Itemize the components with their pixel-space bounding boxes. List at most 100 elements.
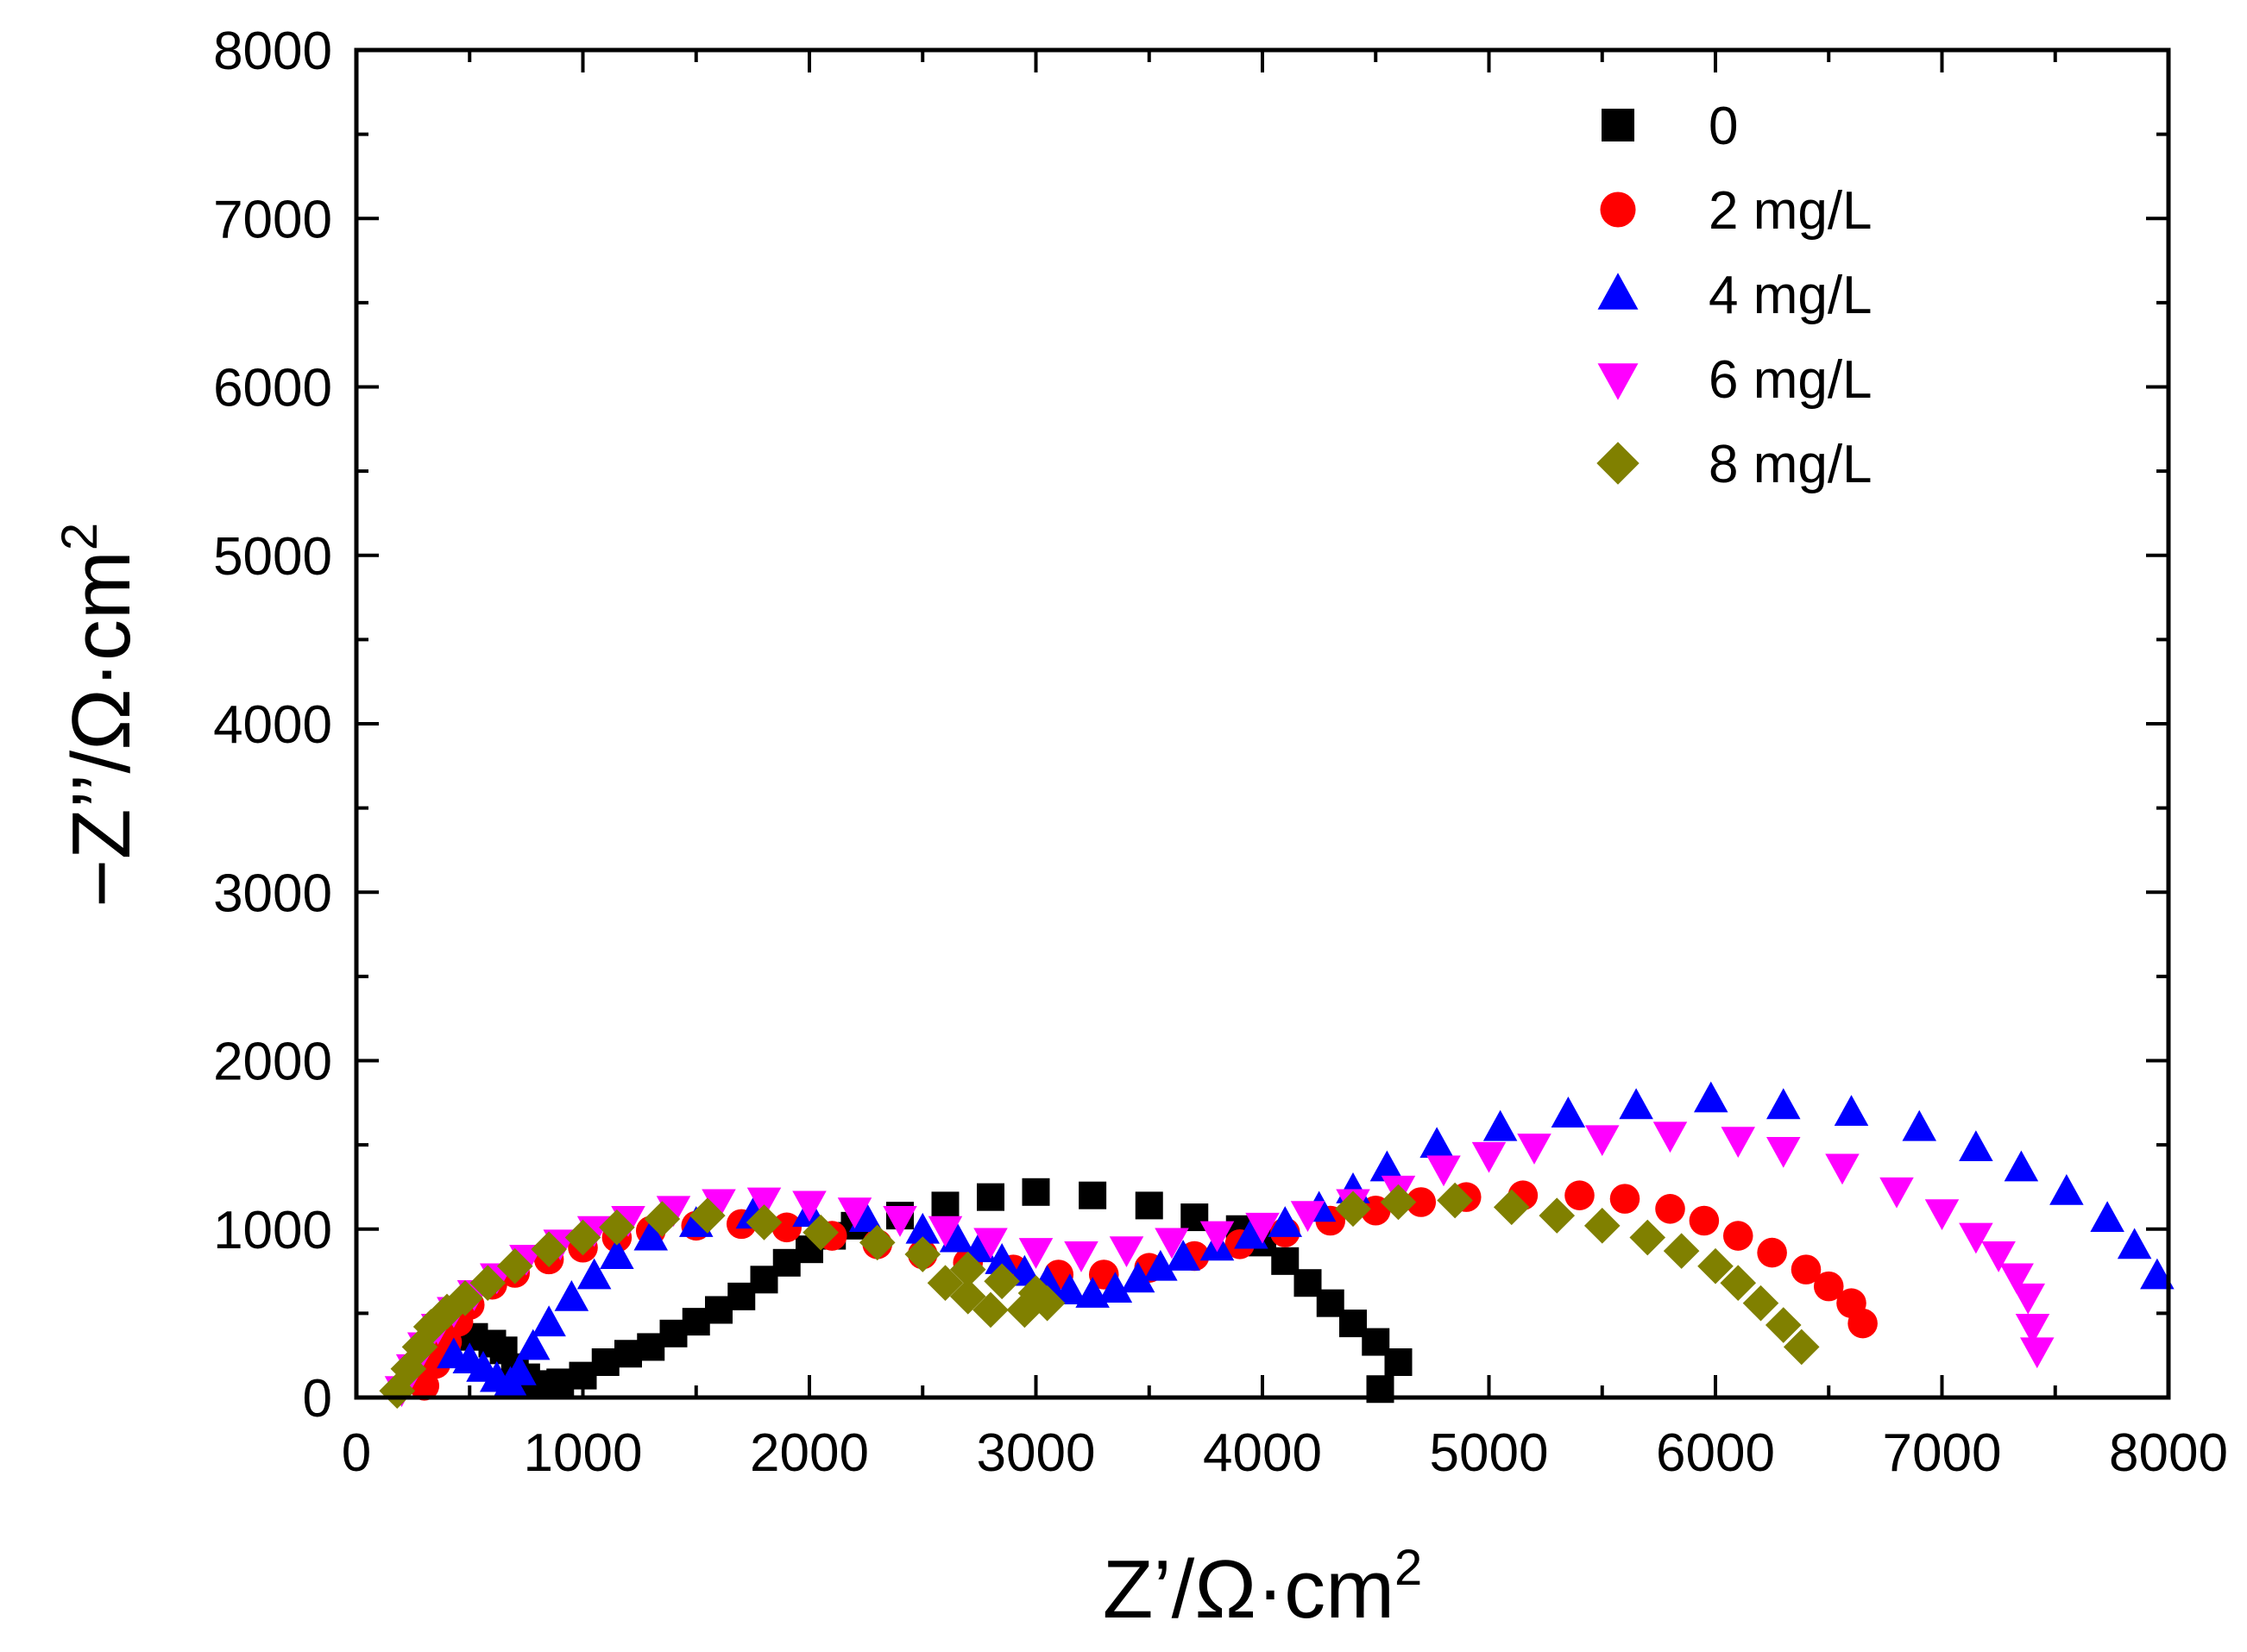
data-point xyxy=(1120,1261,1155,1293)
data-point xyxy=(702,1189,736,1221)
data-point xyxy=(1135,1191,1163,1220)
y-tick-label: 4000 xyxy=(213,695,332,755)
legend-label: 6 mg/L xyxy=(1709,350,1872,410)
y-tick-label: 1000 xyxy=(213,1201,332,1260)
legend-marker xyxy=(1597,273,1639,310)
data-point xyxy=(792,1190,827,1222)
x-tick-label: 0 xyxy=(342,1423,371,1483)
legend-label: 2 mg/L xyxy=(1709,181,1872,241)
data-point xyxy=(746,1187,782,1219)
data-point xyxy=(515,1329,551,1360)
data-point xyxy=(2049,1173,2084,1205)
x-tick-label: 6000 xyxy=(1656,1423,1775,1483)
data-point xyxy=(1619,1088,1653,1120)
data-point xyxy=(1064,1241,1098,1272)
data-markers xyxy=(379,1081,2175,1409)
data-point xyxy=(1437,1182,1473,1219)
data-point xyxy=(859,1224,896,1261)
data-point xyxy=(1384,1347,1413,1376)
data-point xyxy=(1471,1141,1507,1173)
data-point xyxy=(1847,1308,1878,1339)
data-point xyxy=(1539,1197,1576,1234)
y-tick-label: 7000 xyxy=(213,190,332,249)
data-point xyxy=(1426,1155,1461,1187)
data-point xyxy=(1290,1201,1325,1232)
data-point xyxy=(554,1280,589,1311)
data-point xyxy=(1022,1178,1050,1206)
y-tick-label: 8000 xyxy=(213,22,332,81)
axis-ticks xyxy=(355,48,2170,1399)
data-point xyxy=(600,1238,634,1269)
data-point xyxy=(949,1251,986,1288)
data-point xyxy=(1098,1272,1133,1303)
x-tick-label: 5000 xyxy=(1430,1423,1549,1483)
data-point xyxy=(1380,1184,1417,1221)
data-point xyxy=(656,1196,691,1228)
x-axis-title-text: Z’/Ω·cm xyxy=(1103,1543,1394,1636)
data-point xyxy=(1245,1212,1280,1244)
data-point xyxy=(1813,1271,1844,1302)
data-point xyxy=(1959,1222,1993,1254)
legend: 0 2 mg/L 4 mg/L 6 mg/L 8 mg/L xyxy=(1596,97,1872,494)
x-tick-label: 3000 xyxy=(977,1423,1096,1483)
y-axis-title-superscript: 2 xyxy=(52,523,108,550)
data-point xyxy=(1482,1109,1518,1141)
data-point xyxy=(633,1219,669,1251)
y-tick-label: 6000 xyxy=(213,359,332,418)
data-point xyxy=(576,1258,612,1290)
data-point xyxy=(644,1201,681,1237)
data-point xyxy=(1697,1247,1734,1285)
legend-marker xyxy=(1596,442,1640,485)
data-point xyxy=(564,1219,601,1256)
data-point xyxy=(1652,1121,1688,1153)
data-point xyxy=(1583,1208,1621,1244)
legend-marker xyxy=(1602,109,1634,141)
data-point xyxy=(972,1291,1009,1329)
data-point xyxy=(1335,1190,1371,1228)
legend-label: 8 mg/L xyxy=(1709,435,1872,494)
data-point xyxy=(1663,1233,1700,1269)
data-point xyxy=(1143,1249,1178,1281)
data-point xyxy=(1689,1205,1720,1236)
data-point xyxy=(1902,1109,1937,1141)
data-point xyxy=(2090,1201,2124,1233)
data-point xyxy=(939,1221,974,1253)
data-point xyxy=(1369,1150,1405,1182)
data-point xyxy=(1720,1265,1757,1302)
x-tick-label: 7000 xyxy=(1883,1423,2002,1483)
data-point xyxy=(802,1214,839,1251)
data-point xyxy=(927,1265,964,1302)
data-point xyxy=(1155,1228,1189,1259)
data-point xyxy=(2019,1337,2055,1369)
data-point xyxy=(1879,1177,1914,1209)
data-point xyxy=(1199,1221,1235,1253)
data-point xyxy=(949,1278,986,1315)
data-point xyxy=(1766,1137,1801,1168)
y-tick-labels: 0 1000 2000 3000 4000 5000 6000 7000 8000 xyxy=(213,22,332,1429)
data-point xyxy=(689,1197,726,1234)
data-point xyxy=(1493,1189,1530,1226)
data-point xyxy=(931,1191,960,1220)
data-point xyxy=(502,1354,537,1385)
x-axis-title-superscript: 2 xyxy=(1394,1540,1422,1596)
data-point xyxy=(1268,1206,1303,1237)
data-point xyxy=(904,1236,941,1272)
data-point xyxy=(1834,1095,1869,1127)
data-point xyxy=(984,1263,1020,1300)
data-point xyxy=(2117,1228,2152,1259)
data-point xyxy=(1757,1237,1787,1268)
data-point xyxy=(1079,1181,1107,1209)
data-point xyxy=(496,1247,533,1285)
data-point xyxy=(883,1206,917,1237)
data-point xyxy=(746,1204,783,1241)
data-point xyxy=(1419,1127,1454,1159)
data-point xyxy=(2011,1283,2046,1315)
data-point xyxy=(1234,1217,1268,1249)
data-point xyxy=(1721,1127,1756,1159)
y-tick-label: 2000 xyxy=(213,1033,332,1092)
data-point xyxy=(1006,1291,1043,1329)
data-point xyxy=(1783,1329,1820,1366)
legend-marker xyxy=(1597,363,1639,400)
